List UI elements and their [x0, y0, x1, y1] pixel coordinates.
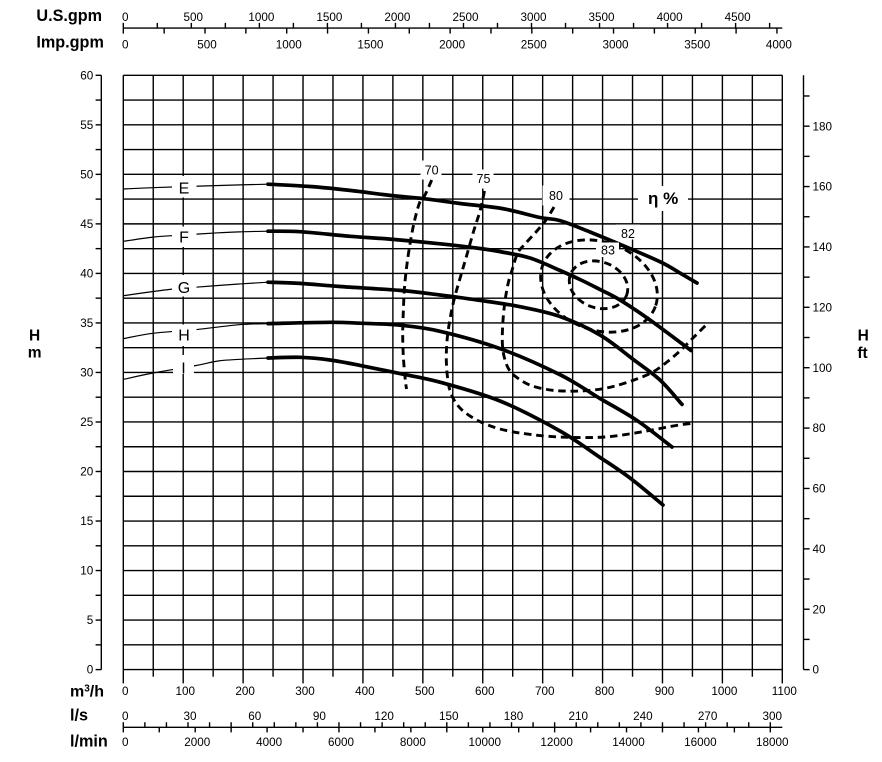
svg-text:m3/h: m3/h: [70, 684, 104, 701]
svg-text:l/s: l/s: [70, 707, 88, 725]
svg-text:100: 100: [175, 685, 195, 698]
svg-text:270: 270: [698, 710, 718, 723]
svg-text:15: 15: [80, 515, 94, 528]
svg-text:G: G: [178, 280, 190, 297]
svg-text:150: 150: [439, 710, 459, 723]
svg-text:30: 30: [183, 710, 197, 723]
svg-text:0: 0: [122, 710, 129, 723]
svg-text:500: 500: [197, 38, 217, 51]
svg-text:1000: 1000: [711, 685, 738, 698]
svg-text:4000: 4000: [657, 11, 684, 24]
svg-text:2000: 2000: [384, 11, 411, 24]
svg-text:1100: 1100: [772, 685, 798, 698]
svg-text:0: 0: [87, 664, 94, 677]
svg-text:E: E: [179, 181, 190, 198]
svg-text:H: H: [178, 327, 190, 344]
svg-text:6000: 6000: [328, 736, 355, 749]
svg-text:100: 100: [813, 362, 833, 375]
svg-text:300: 300: [295, 685, 315, 698]
svg-text:1000: 1000: [248, 11, 275, 24]
svg-text:60: 60: [813, 483, 827, 496]
svg-text:H: H: [29, 327, 40, 344]
svg-text:180: 180: [504, 710, 524, 723]
svg-text:Imp.gpm: Imp.gpm: [36, 34, 103, 52]
svg-text:4000: 4000: [766, 38, 793, 51]
svg-text:40: 40: [80, 268, 94, 281]
svg-text:55: 55: [80, 119, 94, 132]
svg-text:500: 500: [415, 685, 435, 698]
svg-text:120: 120: [813, 301, 833, 314]
svg-text:60: 60: [80, 69, 94, 82]
svg-text:83: 83: [601, 243, 615, 257]
svg-text:12000: 12000: [540, 736, 573, 749]
svg-text:800: 800: [595, 685, 615, 698]
svg-text:500: 500: [184, 11, 204, 24]
svg-text:0: 0: [122, 736, 129, 749]
svg-text:80: 80: [813, 422, 827, 435]
svg-text:10: 10: [80, 565, 94, 578]
svg-text:3500: 3500: [684, 38, 711, 51]
svg-text:3000: 3000: [520, 11, 547, 24]
svg-text:2000: 2000: [184, 736, 211, 749]
svg-text:2000: 2000: [439, 38, 466, 51]
svg-text:200: 200: [235, 685, 255, 698]
svg-text:η %: η %: [648, 189, 678, 208]
svg-text:H: H: [858, 327, 869, 344]
svg-text:160: 160: [813, 181, 833, 194]
svg-text:4500: 4500: [725, 11, 752, 24]
svg-text:140: 140: [813, 241, 833, 254]
svg-text:90: 90: [313, 710, 327, 723]
svg-text:3500: 3500: [588, 11, 615, 24]
svg-text:25: 25: [80, 416, 94, 429]
svg-text:45: 45: [80, 218, 94, 231]
svg-text:3000: 3000: [602, 38, 629, 51]
svg-text:0: 0: [122, 685, 129, 698]
svg-text:60: 60: [248, 710, 262, 723]
svg-text:5: 5: [87, 614, 94, 627]
svg-text:1000: 1000: [276, 38, 303, 51]
svg-text:180: 180: [813, 120, 833, 133]
svg-text:ft: ft: [857, 345, 867, 362]
svg-text:10000: 10000: [469, 736, 502, 749]
svg-text:1500: 1500: [316, 11, 343, 24]
svg-text:l/min: l/min: [70, 733, 108, 751]
svg-text:16000: 16000: [684, 736, 717, 749]
svg-text:F: F: [179, 229, 189, 246]
svg-text:35: 35: [80, 317, 94, 330]
svg-text:m: m: [28, 344, 42, 361]
svg-text:14000: 14000: [612, 736, 645, 749]
svg-text:0: 0: [122, 38, 129, 51]
svg-text:900: 900: [655, 685, 675, 698]
svg-text:U.S.gpm: U.S.gpm: [36, 7, 102, 25]
svg-text:300: 300: [763, 710, 783, 723]
svg-text:700: 700: [535, 685, 555, 698]
svg-text:80: 80: [549, 189, 563, 203]
svg-text:4000: 4000: [256, 736, 283, 749]
svg-text:40: 40: [813, 543, 827, 556]
svg-text:2500: 2500: [452, 11, 479, 24]
svg-text:20: 20: [813, 603, 827, 616]
svg-text:2500: 2500: [521, 38, 548, 51]
svg-text:120: 120: [374, 710, 394, 723]
svg-text:75: 75: [477, 172, 491, 186]
svg-text:400: 400: [355, 685, 375, 698]
svg-text:30: 30: [80, 367, 94, 380]
svg-text:0: 0: [122, 11, 129, 24]
svg-text:20: 20: [80, 466, 94, 479]
svg-text:0: 0: [813, 664, 820, 677]
svg-text:82: 82: [621, 227, 635, 241]
svg-text:18000: 18000: [756, 736, 789, 749]
svg-text:600: 600: [475, 685, 495, 698]
svg-text:1500: 1500: [357, 38, 384, 51]
svg-text:210: 210: [568, 710, 588, 723]
svg-text:50: 50: [80, 169, 94, 182]
svg-text:70: 70: [425, 164, 439, 178]
svg-text:I: I: [181, 360, 185, 377]
svg-text:240: 240: [633, 710, 653, 723]
svg-text:8000: 8000: [400, 736, 427, 749]
